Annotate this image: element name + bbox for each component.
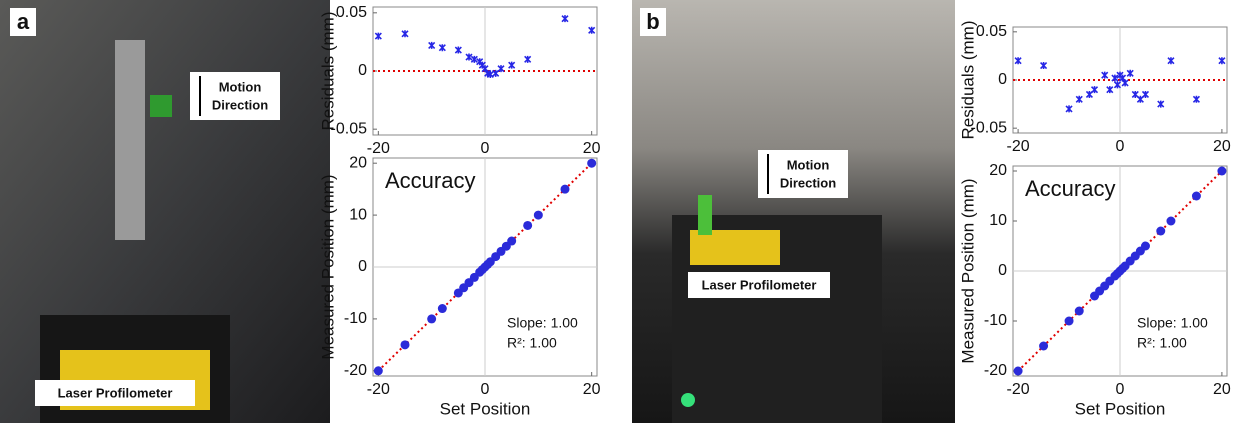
- x-tick-label: 0: [1116, 381, 1125, 398]
- point: [1156, 226, 1166, 236]
- panel-label: b: [646, 9, 659, 34]
- point: [1192, 95, 1200, 103]
- x-axis-label: Set Position: [1075, 399, 1166, 418]
- point: [587, 158, 597, 168]
- y-tick-label: -10: [344, 310, 367, 327]
- point: [470, 55, 478, 63]
- y-tick-label: 10: [989, 212, 1007, 229]
- y-tick-label: 0.05: [976, 23, 1007, 40]
- x-tick-label: 20: [1213, 381, 1231, 398]
- point: [588, 26, 596, 34]
- point: [523, 220, 533, 230]
- point: [465, 53, 473, 61]
- photo-b: [632, 0, 955, 423]
- y-tick-label: 0: [358, 62, 367, 79]
- x-tick-label: -20: [367, 381, 390, 398]
- point: [1141, 90, 1150, 99]
- point: [427, 314, 437, 324]
- x-tick-label: -20: [1007, 138, 1030, 155]
- motion-label: Direction: [780, 175, 836, 190]
- y-tick-label: -20: [984, 362, 1007, 379]
- x-tick-label: -20: [1007, 381, 1030, 398]
- y-axis-label: Residuals (mm): [318, 11, 337, 130]
- y-tick-label: 20: [989, 162, 1007, 179]
- y-axis-label: Measured Position (mm): [958, 178, 977, 363]
- point: [454, 46, 462, 54]
- y-tick-label: 20: [349, 154, 367, 171]
- motion-label: Motion: [219, 79, 262, 94]
- y-tick-label: 0: [998, 71, 1007, 88]
- point: [561, 15, 569, 23]
- point: [400, 340, 410, 350]
- point: [1040, 61, 1048, 70]
- motion-label: Direction: [212, 97, 268, 112]
- point: [1111, 74, 1119, 82]
- x-tick-label: 20: [583, 381, 601, 398]
- point: [497, 65, 505, 73]
- point: [1166, 216, 1176, 226]
- point: [1218, 57, 1226, 65]
- x-tick-label: 0: [481, 140, 490, 157]
- y-tick-label: -10: [984, 312, 1007, 329]
- point: [428, 41, 436, 49]
- point: [1191, 191, 1201, 201]
- point: [1090, 86, 1099, 94]
- point: [1065, 105, 1073, 113]
- point: [438, 44, 446, 52]
- x-tick-label: 20: [1213, 138, 1231, 155]
- point: [486, 70, 494, 79]
- y-axis-label: Measured Position (mm): [318, 174, 337, 359]
- annotation: R²: 1.00: [1137, 335, 1187, 351]
- point: [1106, 86, 1114, 94]
- point: [374, 32, 382, 40]
- point: [1157, 100, 1165, 108]
- point: [508, 61, 516, 69]
- y-tick-label: -0.05: [971, 119, 1008, 136]
- point: [1121, 79, 1129, 87]
- point: [1064, 316, 1074, 326]
- y-tick-label: -20: [344, 362, 367, 379]
- panel-label: a: [17, 9, 30, 34]
- x-tick-label: 0: [1116, 138, 1125, 155]
- photo-a: [0, 0, 330, 423]
- y-axis-label: Residuals (mm): [958, 20, 977, 139]
- point: [533, 210, 543, 220]
- point: [1217, 166, 1227, 176]
- point: [1075, 95, 1083, 103]
- x-tick-label: 20: [583, 140, 601, 157]
- point: [1013, 366, 1023, 376]
- point: [1074, 306, 1084, 316]
- x-tick-label: -20: [367, 140, 390, 157]
- x-axis-label: Set Position: [440, 399, 531, 418]
- y-tick-label: 0: [358, 258, 367, 275]
- y-tick-label: 10: [349, 206, 367, 223]
- point: [1101, 71, 1109, 79]
- y-tick-label: 0: [998, 262, 1007, 279]
- device-label: Laser Profilometer: [702, 277, 817, 292]
- y-tick-label: -0.05: [331, 120, 368, 137]
- y-tick-label: 0.05: [336, 4, 367, 21]
- point: [524, 55, 532, 63]
- point: [507, 236, 517, 246]
- point: [437, 304, 447, 314]
- chart-title: Accuracy: [1025, 176, 1115, 201]
- annotation: Slope: 1.00: [507, 315, 578, 331]
- point: [1014, 57, 1022, 65]
- point: [1039, 341, 1049, 351]
- motion-label: Motion: [787, 157, 830, 172]
- annotation: R²: 1.00: [507, 335, 557, 351]
- x-tick-label: 0: [481, 381, 490, 398]
- point: [1113, 81, 1122, 89]
- point: [373, 366, 383, 376]
- device-label: Laser Profilometer: [58, 385, 173, 400]
- annotation: Slope: 1.00: [1137, 315, 1208, 331]
- point: [1126, 69, 1134, 77]
- point: [401, 30, 409, 38]
- point: [1140, 241, 1150, 251]
- point: [560, 184, 570, 194]
- point: [1167, 57, 1175, 65]
- chart-title: Accuracy: [385, 168, 475, 193]
